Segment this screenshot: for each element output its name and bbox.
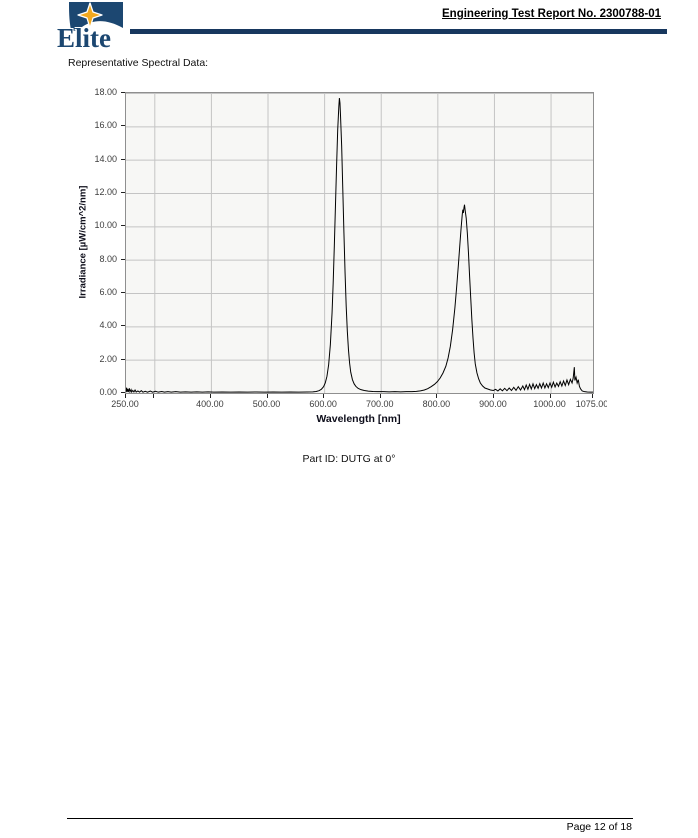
elite-logo: Elite	[57, 2, 123, 53]
y-tick-label: 0.00	[99, 387, 117, 397]
y-tick	[121, 225, 125, 227]
y-tick-label: 16.00	[94, 120, 117, 131]
x-axis-title: Wavelength [nm]	[316, 413, 401, 425]
spectral-plot-svg	[126, 93, 593, 393]
y-tick-label: 6.00	[99, 287, 117, 297]
y-tick	[121, 358, 125, 360]
x-tick-label: 900.00	[479, 399, 507, 409]
logo-wordmark: Elite	[57, 23, 111, 53]
y-tick-label: 10.00	[94, 220, 117, 231]
y-tick	[121, 392, 125, 393]
y-axis-title: Irradiance [µW/cm^2/nm]	[77, 185, 89, 299]
x-tick	[592, 394, 593, 398]
x-tick-label: 800.00	[422, 399, 451, 409]
y-tick	[121, 258, 125, 260]
logo-swoosh-star-icon	[69, 2, 123, 31]
chart-caption: Part ID: DUTG at 0°	[302, 453, 396, 465]
y-tick-label: 8.00	[99, 253, 117, 264]
logo-star-icon	[77, 2, 103, 29]
y-tick	[121, 125, 125, 127]
section-label: Representative Spectral Data:	[68, 57, 209, 69]
spectrum-curve	[126, 97, 593, 393]
x-tick	[379, 394, 381, 398]
x-tick-label: 600.00	[309, 399, 337, 409]
y-tick	[121, 292, 125, 293]
y-tick-label: 14.00	[94, 153, 117, 164]
x-tick	[125, 394, 126, 398]
y-tick-label: 4.00	[99, 320, 117, 331]
y-tick-label: 18.00	[94, 87, 117, 97]
y-tick	[121, 158, 125, 160]
x-tick	[436, 394, 438, 398]
x-tick	[209, 394, 211, 398]
x-tick-label: 1075.00	[575, 399, 607, 409]
y-tick-label: 12.00	[94, 187, 117, 197]
spectral-plot-area	[125, 92, 594, 394]
x-tick	[266, 394, 268, 398]
x-tick	[323, 394, 325, 398]
footer-page-number: Page 12 of 18	[566, 821, 632, 833]
x-tick-label: 250.00	[111, 399, 139, 409]
y-tick-label: 2.00	[99, 353, 117, 364]
x-tick	[153, 394, 155, 398]
x-tick-label: 500.00	[252, 399, 281, 409]
x-tick-label: 1000.00	[533, 399, 566, 409]
y-tick	[121, 92, 125, 93]
x-tick	[549, 394, 551, 398]
footer-rule	[67, 818, 633, 819]
report-title: Engineering Test Report No. 2300788-01	[442, 8, 661, 20]
x-axis-labels: 250.00 400.00 500.00 600.00 700.00 800.00 900.…	[95, 399, 607, 411]
x-tick-label: 700.00	[365, 399, 394, 409]
y-tick	[121, 325, 125, 327]
x-tick	[492, 394, 494, 398]
header-rule	[130, 29, 667, 34]
x-tick-label: 400.00	[196, 399, 224, 409]
y-tick	[121, 192, 125, 193]
